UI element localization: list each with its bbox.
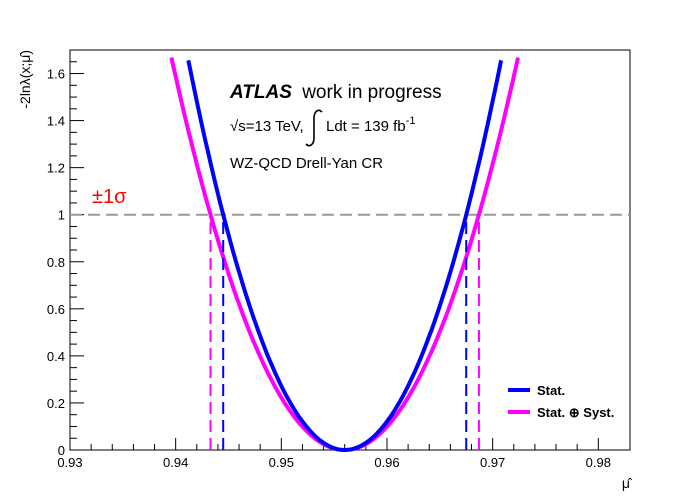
lumi-label: Ldt = 139 fb-1 [326, 115, 415, 135]
y-tick-label: 1 [58, 208, 65, 223]
legend: Stat. Stat. ⊕ Syst. [508, 383, 614, 420]
legend-entry: Stat. [537, 383, 565, 398]
y-tick-label: 0.2 [47, 396, 65, 411]
x-tick-label: 0.95 [269, 455, 294, 470]
y-tick-label: 0.4 [47, 349, 65, 364]
x-tick-label: 0.93 [57, 455, 82, 470]
legend-entry: Stat. ⊕ Syst. [537, 405, 614, 420]
x-tick-label: 0.94 [163, 455, 188, 470]
atlas-bold-text: ATLAS [229, 82, 292, 103]
curves [169, 57, 520, 453]
x-tick-label: 0.96 [374, 455, 399, 470]
integral-sign-icon [305, 109, 323, 147]
atlas-label: ATLAS work in progress [229, 82, 442, 103]
region-label: WZ-QCD Drell-Yan CR [230, 155, 383, 172]
y-tick-label: 0 [58, 443, 65, 458]
x-tick-label: 0.98 [586, 455, 611, 470]
y-tick-label: 0.8 [47, 255, 65, 270]
x-axis-label: μ̂ [622, 475, 633, 491]
axes: 0.93 0.94 0.95 0.96 0.97 0.98 0 0.2 0.4 0.6 0.8 1 1.… [47, 61, 611, 470]
sigma-annotation: ±1σ [92, 186, 127, 208]
lumi-text: Ldt = 139 fb [326, 118, 406, 135]
x-tick-label: 0.97 [480, 455, 505, 470]
atlas-rest-text: work in progress [301, 82, 441, 103]
y-tick-label: 1.4 [47, 114, 65, 129]
y-tick-label: 0.6 [47, 302, 65, 317]
series-curve [186, 59, 504, 453]
y-axis-label: -2lnλ(x;μ̂) [17, 50, 33, 109]
y-tick-label: 1.6 [47, 67, 65, 82]
lumi-exponent: -1 [406, 115, 416, 127]
y-tick-label: 1.2 [47, 161, 65, 176]
energy-label: √s=13 TeV, [230, 118, 304, 135]
